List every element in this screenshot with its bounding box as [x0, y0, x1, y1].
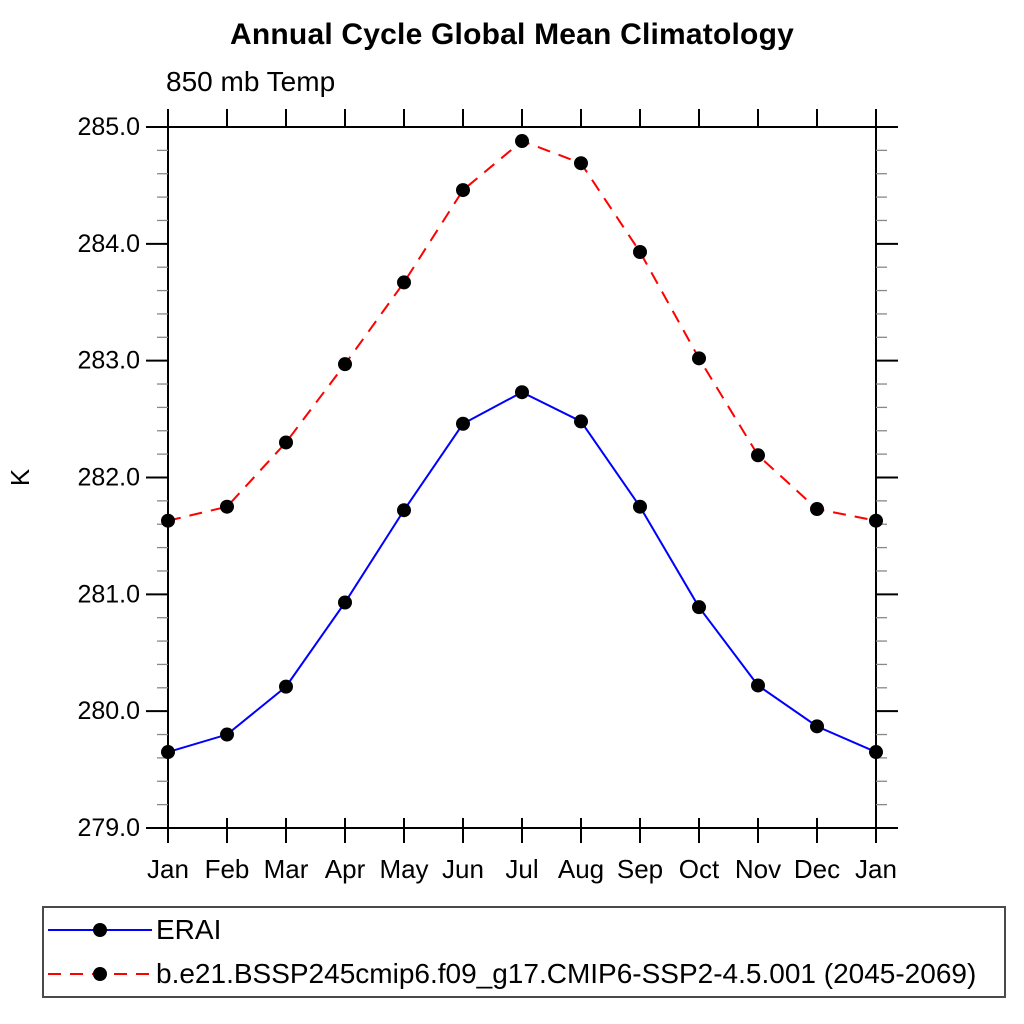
x-tick-label: Jul: [505, 854, 538, 884]
data-point-marker-0: [574, 414, 588, 429]
x-tick-label: Dec: [794, 854, 840, 884]
legend-marker-icon: [93, 967, 107, 981]
y-tick-label: 280.0: [77, 697, 140, 725]
data-point-marker-0: [751, 678, 765, 693]
legend-item-erai: ERAI: [44, 911, 1004, 949]
data-point-marker-0: [515, 385, 529, 400]
series-line-0: [167, 391, 877, 754]
data-point-marker-1: [515, 134, 529, 149]
x-tick-label: Jan: [147, 854, 189, 884]
data-point-marker-0: [397, 503, 411, 518]
data-point-marker-1: [692, 351, 706, 366]
data-point-marker-0: [633, 499, 647, 514]
legend-sample-model: [48, 967, 152, 981]
legend-label-model: b.e21.BSSP245cmip6.f09_g17.CMIP6-SSP2-4.…: [156, 958, 977, 989]
axes-frame: [167, 126, 877, 829]
data-point-marker-1: [161, 513, 175, 528]
y-tick-label: 279.0: [77, 814, 140, 842]
data-point-marker-1: [338, 357, 352, 372]
data-point-marker-1: [574, 156, 588, 171]
data-point-marker-1: [810, 502, 824, 517]
data-point-marker-0: [692, 600, 706, 615]
data-point-marker-1: [751, 448, 765, 463]
legend-item-model: b.e21.BSSP245cmip6.f09_g17.CMIP6-SSP2-4.…: [44, 955, 1004, 993]
y-tick-label: 281.0: [77, 580, 140, 608]
x-tick-label: Apr: [325, 854, 366, 884]
x-tick-label: Sep: [617, 854, 663, 884]
x-tick-label: Oct: [679, 854, 720, 884]
chart-subtitle: 850 mb Temp: [166, 66, 336, 97]
data-point-marker-0: [456, 416, 470, 431]
data-point-marker-0: [338, 595, 352, 610]
x-tick-label: May: [379, 854, 428, 884]
legend-box: ERAI b.e21.BSSP245cmip6.f09_g17.CMIP6-SS…: [42, 906, 1006, 998]
legend-sample-erai: [48, 923, 152, 937]
x-tick-label: Jan: [855, 854, 897, 884]
data-point-marker-0: [279, 679, 293, 694]
y-tick-label: 282.0: [77, 464, 140, 492]
x-tick-label: Nov: [735, 854, 781, 884]
data-point-marker-1: [869, 513, 883, 528]
data-point-marker-1: [397, 275, 411, 290]
data-point-marker-0: [869, 745, 883, 760]
x-tick-label: Feb: [205, 854, 250, 884]
x-tick-label: Mar: [264, 854, 309, 884]
data-point-marker-1: [220, 499, 234, 514]
data-point-marker-0: [810, 719, 824, 734]
legend-label-erai: ERAI: [156, 914, 222, 945]
data-point-marker-0: [161, 745, 175, 760]
data-point-marker-1: [456, 183, 470, 198]
series-line-1: [167, 139, 877, 522]
data-point-marker-1: [279, 435, 293, 450]
y-tick-label: 284.0: [77, 230, 140, 258]
y-tick-label: 285.0: [77, 113, 140, 141]
x-tick-label: Aug: [558, 854, 604, 884]
data-point-marker-1: [633, 245, 647, 260]
chart-title: Annual Cycle Global Mean Climatology: [230, 18, 794, 51]
x-tick-label: Jun: [442, 854, 484, 884]
legend-marker-icon: [93, 923, 107, 937]
data-point-marker-0: [220, 727, 234, 742]
y-tick-label: 283.0: [77, 347, 140, 375]
